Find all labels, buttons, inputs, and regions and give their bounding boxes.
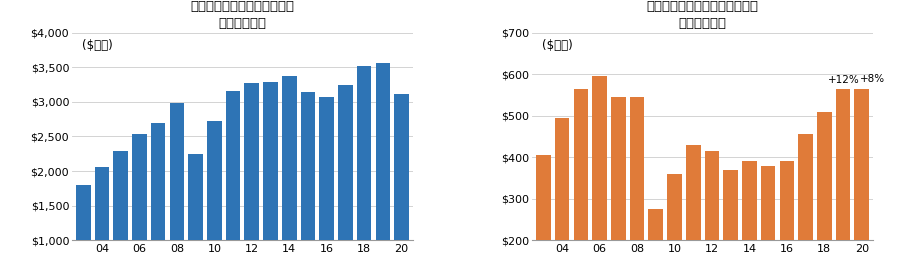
Bar [132,134,147,273]
Bar [76,185,91,273]
Text: +12%: +12% [828,75,859,85]
Bar [263,82,278,273]
Bar [630,97,644,273]
Bar [854,89,869,273]
Bar [375,63,391,273]
Bar [836,89,850,273]
Bar [667,174,682,273]
Bar [798,134,813,273]
Text: +8%: +8% [860,74,885,84]
Bar [554,118,570,273]
Bar [705,151,719,273]
Bar [301,92,315,273]
Bar [320,97,334,273]
Bar [724,170,738,273]
Bar [573,89,588,273]
Bar [226,91,240,273]
Bar [686,145,700,273]
Bar [282,76,296,273]
Bar [760,166,776,273]
Bar [592,76,607,273]
Bar [536,155,551,273]
Bar [779,161,794,273]
Bar [169,103,184,273]
Text: ($十亿): ($十亿) [82,39,113,52]
Bar [188,154,202,273]
Bar [207,121,221,273]
Bar [151,123,166,273]
Bar [817,112,832,273]
Bar [394,94,409,273]
Bar [94,167,109,273]
Title: 美国与世界各国商品的贸易逆差
（中国除外）: 美国与世界各国商品的贸易逆差 （中国除外） [646,0,759,30]
Bar [742,161,757,273]
Bar [649,209,663,273]
Bar [611,97,625,273]
Bar [245,82,259,273]
Text: ($十亿): ($十亿) [543,39,573,52]
Bar [338,85,353,273]
Title: 美国与世界各国商品贸易总额
（中国除外）: 美国与世界各国商品贸易总额 （中国除外） [191,0,294,30]
Bar [113,151,128,273]
Bar [357,66,372,273]
